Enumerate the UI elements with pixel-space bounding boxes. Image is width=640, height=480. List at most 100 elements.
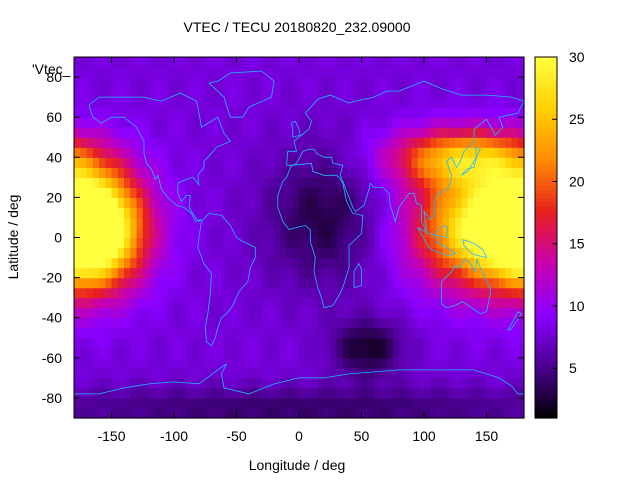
colorbar-segment — [535, 253, 557, 259]
heatmap-cell — [405, 197, 413, 209]
heatmap-cell — [511, 97, 519, 108]
heatmap-cell — [399, 297, 406, 309]
heatmap-cell — [461, 347, 469, 359]
heatmap-cell — [161, 147, 169, 158]
colorbar-segment — [535, 285, 557, 291]
heatmap-cell — [411, 277, 419, 289]
heatmap-cell — [199, 367, 206, 379]
heatmap-cell — [311, 277, 319, 289]
heatmap-cell — [261, 227, 269, 239]
heatmap-cell — [430, 337, 438, 349]
heatmap-cell — [411, 257, 419, 269]
heatmap-cell — [317, 227, 325, 239]
heatmap-cell — [411, 357, 419, 369]
heatmap-cell — [399, 147, 406, 158]
heatmap-cell — [280, 127, 288, 138]
heatmap-cell — [467, 327, 475, 339]
heatmap-cell — [130, 127, 138, 138]
heatmap-cell — [492, 237, 500, 249]
heatmap-cell — [317, 297, 325, 309]
heatmap-cell — [74, 277, 81, 289]
heatmap-cell — [111, 257, 119, 269]
heatmap-cell — [430, 147, 438, 158]
heatmap-cell — [155, 87, 163, 98]
heatmap-cell — [424, 57, 431, 68]
heatmap-cell — [174, 227, 181, 239]
heatmap-cell — [292, 347, 300, 359]
heatmap-cell — [367, 87, 375, 98]
heatmap-cell — [217, 167, 225, 178]
heatmap-cell — [199, 147, 206, 158]
heatmap-cell — [211, 337, 219, 349]
heatmap-cell — [386, 247, 394, 259]
heatmap-cell — [349, 147, 356, 158]
heatmap-cell — [186, 177, 194, 188]
heatmap-cell — [286, 367, 294, 379]
heatmap-cell — [186, 67, 194, 78]
heatmap-cell — [124, 127, 131, 138]
heatmap-cell — [480, 317, 488, 329]
heatmap-cell — [105, 67, 113, 78]
heatmap-cell — [167, 117, 175, 128]
heatmap-cell — [280, 77, 288, 88]
heatmap-cell — [155, 367, 163, 379]
heatmap-cell — [386, 117, 394, 128]
heatmap-cell — [92, 67, 100, 78]
heatmap-cell — [161, 227, 169, 239]
heatmap-cell — [330, 357, 338, 369]
heatmap-cell — [405, 107, 413, 118]
heatmap-cell — [86, 277, 94, 289]
heatmap-cell — [442, 227, 450, 239]
heatmap-cell — [430, 67, 438, 78]
heatmap-cell — [117, 67, 125, 78]
heatmap-cell — [130, 147, 138, 158]
heatmap-cell — [367, 147, 375, 158]
heatmap-cell — [480, 147, 488, 158]
heatmap-cell — [324, 357, 331, 369]
heatmap-cell — [486, 267, 494, 279]
heatmap-cell — [505, 377, 513, 389]
heatmap-cell — [436, 317, 444, 329]
heatmap-cell — [92, 157, 100, 168]
heatmap-cell — [461, 87, 469, 98]
heatmap-cell — [205, 207, 213, 219]
heatmap-cell — [342, 127, 350, 138]
heatmap-cell — [330, 237, 338, 249]
heatmap-cell — [486, 197, 494, 209]
heatmap-cell — [405, 317, 413, 329]
heatmap-cell — [167, 127, 175, 138]
heatmap-cell — [74, 197, 81, 209]
heatmap-cell — [305, 377, 313, 389]
colorbar-segment — [535, 281, 557, 287]
y-tick-label: 80 — [46, 69, 62, 85]
heatmap-cell — [292, 247, 300, 259]
heatmap-cell — [492, 227, 500, 239]
heatmap-cell — [105, 377, 113, 389]
heatmap-cell — [161, 207, 169, 219]
heatmap-cell — [442, 187, 450, 198]
heatmap-cell — [386, 237, 394, 249]
heatmap-cell — [455, 257, 463, 269]
heatmap-cell — [399, 167, 406, 178]
heatmap-cell — [336, 227, 344, 239]
heatmap-cell — [330, 137, 338, 148]
heatmap-cell — [155, 207, 163, 219]
heatmap-cell — [355, 127, 363, 138]
heatmap-cell — [174, 367, 181, 379]
heatmap-cell — [324, 87, 331, 98]
heatmap-cell — [430, 97, 438, 108]
heatmap-cell — [480, 387, 488, 399]
heatmap-cell — [474, 217, 481, 229]
heatmap-cell — [130, 67, 138, 78]
heatmap-cell — [324, 387, 331, 399]
heatmap-cell — [317, 367, 325, 379]
heatmap-cell — [255, 377, 263, 389]
heatmap-cell — [80, 137, 88, 148]
heatmap-cell — [486, 407, 494, 419]
heatmap-cell — [305, 337, 313, 349]
heatmap-cell — [136, 297, 144, 309]
heatmap-cell — [149, 157, 156, 168]
colorbar-segment — [535, 193, 557, 198]
heatmap-cell — [505, 387, 513, 399]
heatmap-cell — [405, 97, 413, 108]
